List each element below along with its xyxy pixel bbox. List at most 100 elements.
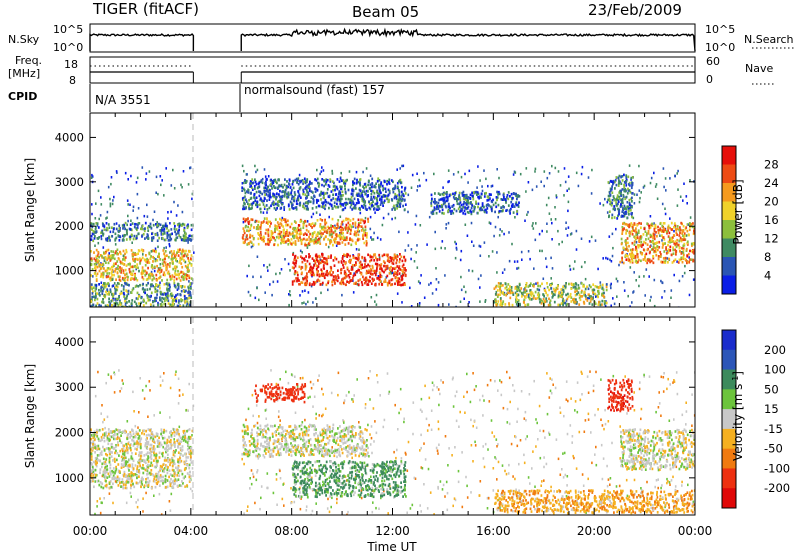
region-3-cell xyxy=(274,229,276,232)
region-0-cell xyxy=(158,255,160,259)
scatter-cell xyxy=(655,183,658,186)
region-0-cell xyxy=(161,258,164,262)
scatter-cell xyxy=(494,225,497,229)
region-2-cell xyxy=(164,293,167,296)
region-3-cell xyxy=(322,225,325,229)
scatter-cell xyxy=(413,260,416,263)
region-4-cell xyxy=(301,271,303,275)
region-5-cell xyxy=(394,195,396,199)
region-3-cell xyxy=(315,237,317,241)
region-9-cell xyxy=(472,197,475,201)
region-2-cell xyxy=(98,288,100,292)
region-4-cell xyxy=(352,274,355,278)
region-5-cell xyxy=(330,204,333,208)
scatter-cell xyxy=(506,208,508,212)
scatter-cell xyxy=(604,304,607,307)
region-1-cell xyxy=(185,235,187,239)
region-3-cell xyxy=(308,223,311,226)
scatter-cell xyxy=(548,212,551,215)
region-6-cell xyxy=(535,297,537,300)
region-1-cell xyxy=(135,236,138,240)
region-5-cell xyxy=(379,185,382,188)
region-6-cell xyxy=(572,286,575,289)
region-7-cell xyxy=(674,222,676,225)
region-6-cell xyxy=(516,287,519,291)
region-5-cell xyxy=(399,197,402,201)
scatter-cell xyxy=(479,254,482,257)
scatter-cell xyxy=(455,242,457,246)
region-0-cell xyxy=(110,250,113,253)
region-5-cell xyxy=(307,200,310,203)
region-4-cell xyxy=(364,278,367,281)
scatter-cell xyxy=(682,199,684,202)
region-5-cell xyxy=(365,189,368,193)
region-7-cell xyxy=(689,249,691,253)
region-7-cell xyxy=(678,258,681,262)
region-7-cell xyxy=(666,230,668,233)
region-0-cell xyxy=(179,248,181,251)
region-7-cell xyxy=(680,238,683,241)
region-3-cell xyxy=(363,221,366,225)
region-5-cell xyxy=(329,178,332,181)
region-5-cell xyxy=(339,204,342,208)
region-5-cell xyxy=(329,180,332,183)
region-0-cell xyxy=(131,265,134,268)
region-5-cell xyxy=(245,198,247,201)
scatter-cell xyxy=(321,166,323,169)
region-0-cell xyxy=(95,279,98,282)
region-5-cell xyxy=(266,189,269,193)
region-2-cell xyxy=(171,303,173,307)
freq-panel-frame xyxy=(89,56,696,84)
region-6-cell xyxy=(557,303,560,307)
region-5-cell xyxy=(327,195,330,198)
scatter-cell xyxy=(673,273,675,277)
region-0-cell xyxy=(185,277,188,281)
region-9-cell xyxy=(447,205,450,208)
region-2-cell xyxy=(170,292,173,295)
region-2-cell xyxy=(122,285,125,288)
region-0-cell xyxy=(90,257,93,260)
scatter-cell xyxy=(459,258,462,262)
region-5-cell xyxy=(322,193,325,197)
region-8-cell xyxy=(610,188,613,191)
region-3-cell xyxy=(333,226,335,229)
region-5-cell xyxy=(265,177,268,181)
region-2-cell xyxy=(117,303,120,307)
scatter-cell xyxy=(610,260,613,263)
region-6-cell xyxy=(532,285,535,288)
scatter-cell xyxy=(542,277,545,280)
region-2-cell xyxy=(155,299,157,302)
region-4-cell xyxy=(311,270,314,274)
region-3-cell xyxy=(274,238,277,242)
region-1-cell xyxy=(151,232,153,236)
region-3-cell xyxy=(290,232,293,236)
scatter-cell xyxy=(168,242,171,246)
region-3-cell xyxy=(341,220,344,224)
region-2-cell xyxy=(180,299,183,303)
region-5-cell xyxy=(301,179,304,182)
region-2-cell xyxy=(156,293,158,296)
region-0-cell xyxy=(115,250,117,253)
scatter-cell xyxy=(633,202,636,205)
region-2-cell xyxy=(158,283,161,287)
region-3-cell xyxy=(292,241,295,245)
scatter-cell xyxy=(570,232,573,235)
scatter-cell xyxy=(369,174,372,177)
scatter-cell xyxy=(656,197,659,200)
region-7-cell xyxy=(653,237,656,241)
region-0-cell xyxy=(124,276,126,280)
region-0-cell xyxy=(174,268,177,271)
region-1-cell xyxy=(103,228,106,231)
region-5-cell xyxy=(277,200,279,204)
region-4-cell xyxy=(366,278,369,282)
region-7-cell xyxy=(647,229,650,233)
region-4-cell xyxy=(315,256,317,259)
region-0-cell xyxy=(133,278,136,281)
scatter-cell xyxy=(488,221,491,224)
region-5-cell xyxy=(357,180,360,184)
region-0-cell xyxy=(94,259,97,262)
region-6-cell xyxy=(499,297,502,300)
region-6-cell xyxy=(546,282,548,285)
region-7-cell xyxy=(640,237,642,240)
region-0-cell xyxy=(95,257,98,261)
